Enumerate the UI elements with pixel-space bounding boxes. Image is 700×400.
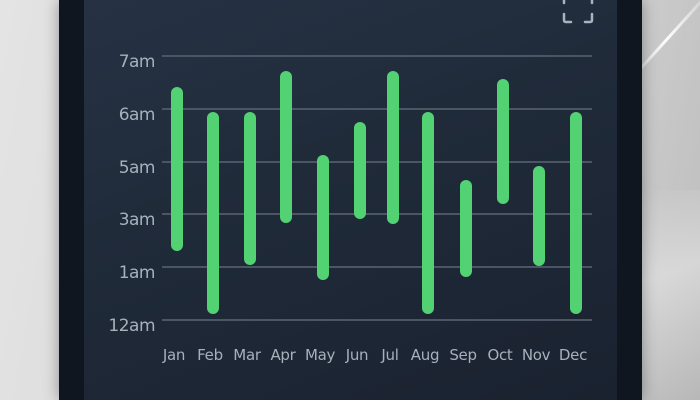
range-bar-aug[interactable] (422, 111, 434, 315)
y-axis-label: 1am (118, 263, 156, 284)
gridline (162, 319, 592, 321)
gridline (162, 55, 592, 57)
x-axis-label: Jul (381, 346, 399, 364)
range-bar-may[interactable] (317, 154, 329, 280)
range-bar-mar[interactable] (244, 111, 256, 266)
y-axis-label: 5am (118, 157, 156, 178)
range-bar-apr[interactable] (280, 70, 292, 223)
range-bar-feb[interactable] (207, 111, 219, 315)
expand-button[interactable] (562, 0, 594, 24)
gridline (162, 213, 592, 216)
background-glare (640, 0, 700, 400)
gridline (162, 266, 592, 269)
x-axis-label: May (304, 346, 336, 364)
x-axis-label: Nov (521, 346, 551, 364)
x-axis-label: Jun (345, 346, 369, 364)
x-axis-label: Jan (162, 346, 186, 364)
range-bar-nov[interactable] (533, 165, 545, 267)
x-axis-label: Sep (449, 346, 477, 364)
expand-icon (562, 0, 594, 24)
range-bar-sep[interactable] (460, 179, 472, 277)
x-axis-label: Aug (410, 346, 440, 364)
range-bar-jun[interactable] (354, 122, 366, 220)
y-axis-label: 7am (118, 52, 156, 72)
gridline (162, 107, 592, 110)
x-axis-label: Feb (197, 346, 223, 364)
range-bar-jan[interactable] (171, 87, 183, 251)
y-axis-label: 12am (108, 316, 155, 336)
range-bar-jul[interactable] (387, 70, 399, 224)
range-bar-oct[interactable] (497, 79, 509, 204)
range-bar-dec[interactable] (570, 111, 582, 315)
x-axis-label: Apr (270, 346, 296, 364)
x-axis-label: Mar (233, 346, 261, 364)
x-axis-label: Oct (487, 346, 513, 364)
y-axis-label: 6am (118, 104, 156, 125)
y-axis-label: 3am (118, 210, 156, 231)
x-axis-label: Dec (558, 346, 588, 364)
gridline (162, 160, 592, 163)
